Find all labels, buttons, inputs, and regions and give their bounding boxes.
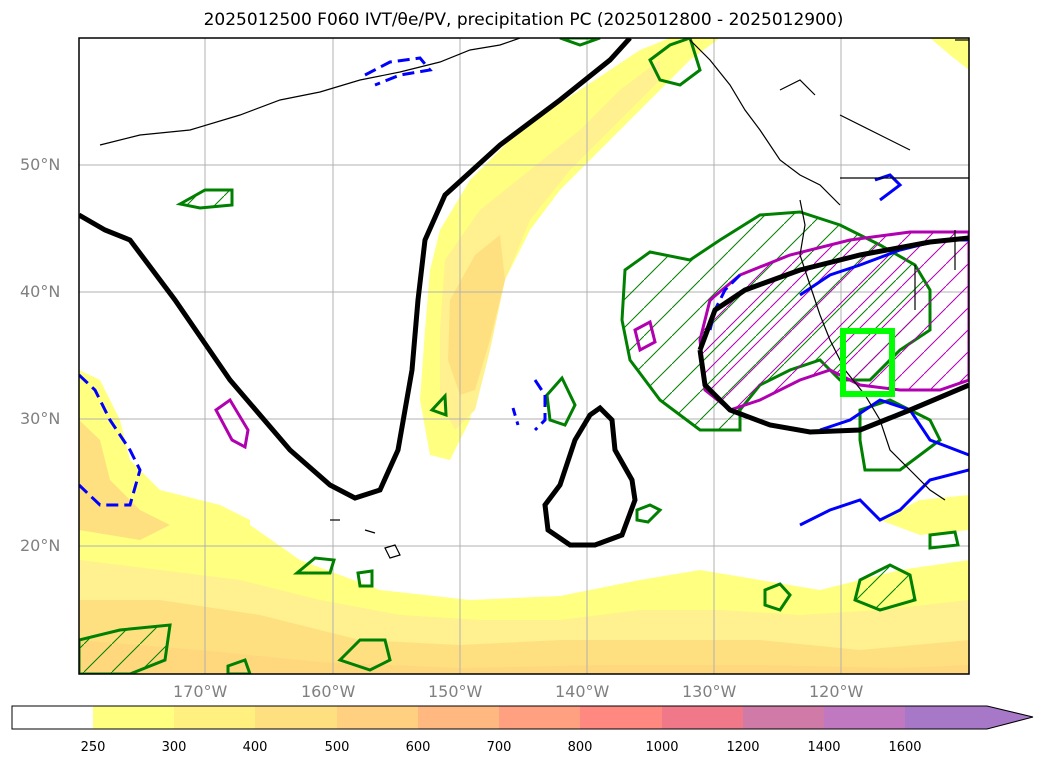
colorbar-label: 1400 bbox=[807, 740, 841, 755]
lon-label-170w: 170°W bbox=[173, 682, 228, 701]
theta-e-contour bbox=[79, 38, 969, 548]
map-frame bbox=[78, 37, 970, 675]
lon-label-160w: 160°W bbox=[301, 682, 356, 701]
colorbar-label: 1200 bbox=[726, 740, 760, 755]
colorbar-label: 1600 bbox=[888, 740, 922, 755]
lon-label-130w: 130°W bbox=[682, 682, 737, 701]
colorbar-label: 250 bbox=[80, 740, 106, 755]
lat-label-20: 20°N bbox=[20, 536, 61, 555]
colorbar-label: 800 bbox=[567, 740, 593, 755]
lat-label-50: 50°N bbox=[20, 155, 61, 174]
ivt-shading bbox=[79, 38, 969, 674]
colorbar-label: 1000 bbox=[645, 740, 679, 755]
colorbar-label: 400 bbox=[242, 740, 268, 755]
colorbar-label: 300 bbox=[161, 740, 187, 755]
colorbar bbox=[11, 705, 1034, 730]
colorbar-label: 600 bbox=[405, 740, 431, 755]
lon-label-140w: 140°W bbox=[555, 682, 610, 701]
colorbar-label: 700 bbox=[486, 740, 512, 755]
lat-label-40: 40°N bbox=[20, 282, 61, 301]
lon-label-150w: 150°W bbox=[428, 682, 483, 701]
lat-label-30: 30°N bbox=[20, 409, 61, 428]
lon-label-120w: 120°W bbox=[809, 682, 864, 701]
map-title: 2025012500 F060 IVT/θe/PV, precipitation… bbox=[203, 10, 844, 30]
colorbar-label: 500 bbox=[324, 740, 350, 755]
target-region-box bbox=[840, 328, 895, 397]
